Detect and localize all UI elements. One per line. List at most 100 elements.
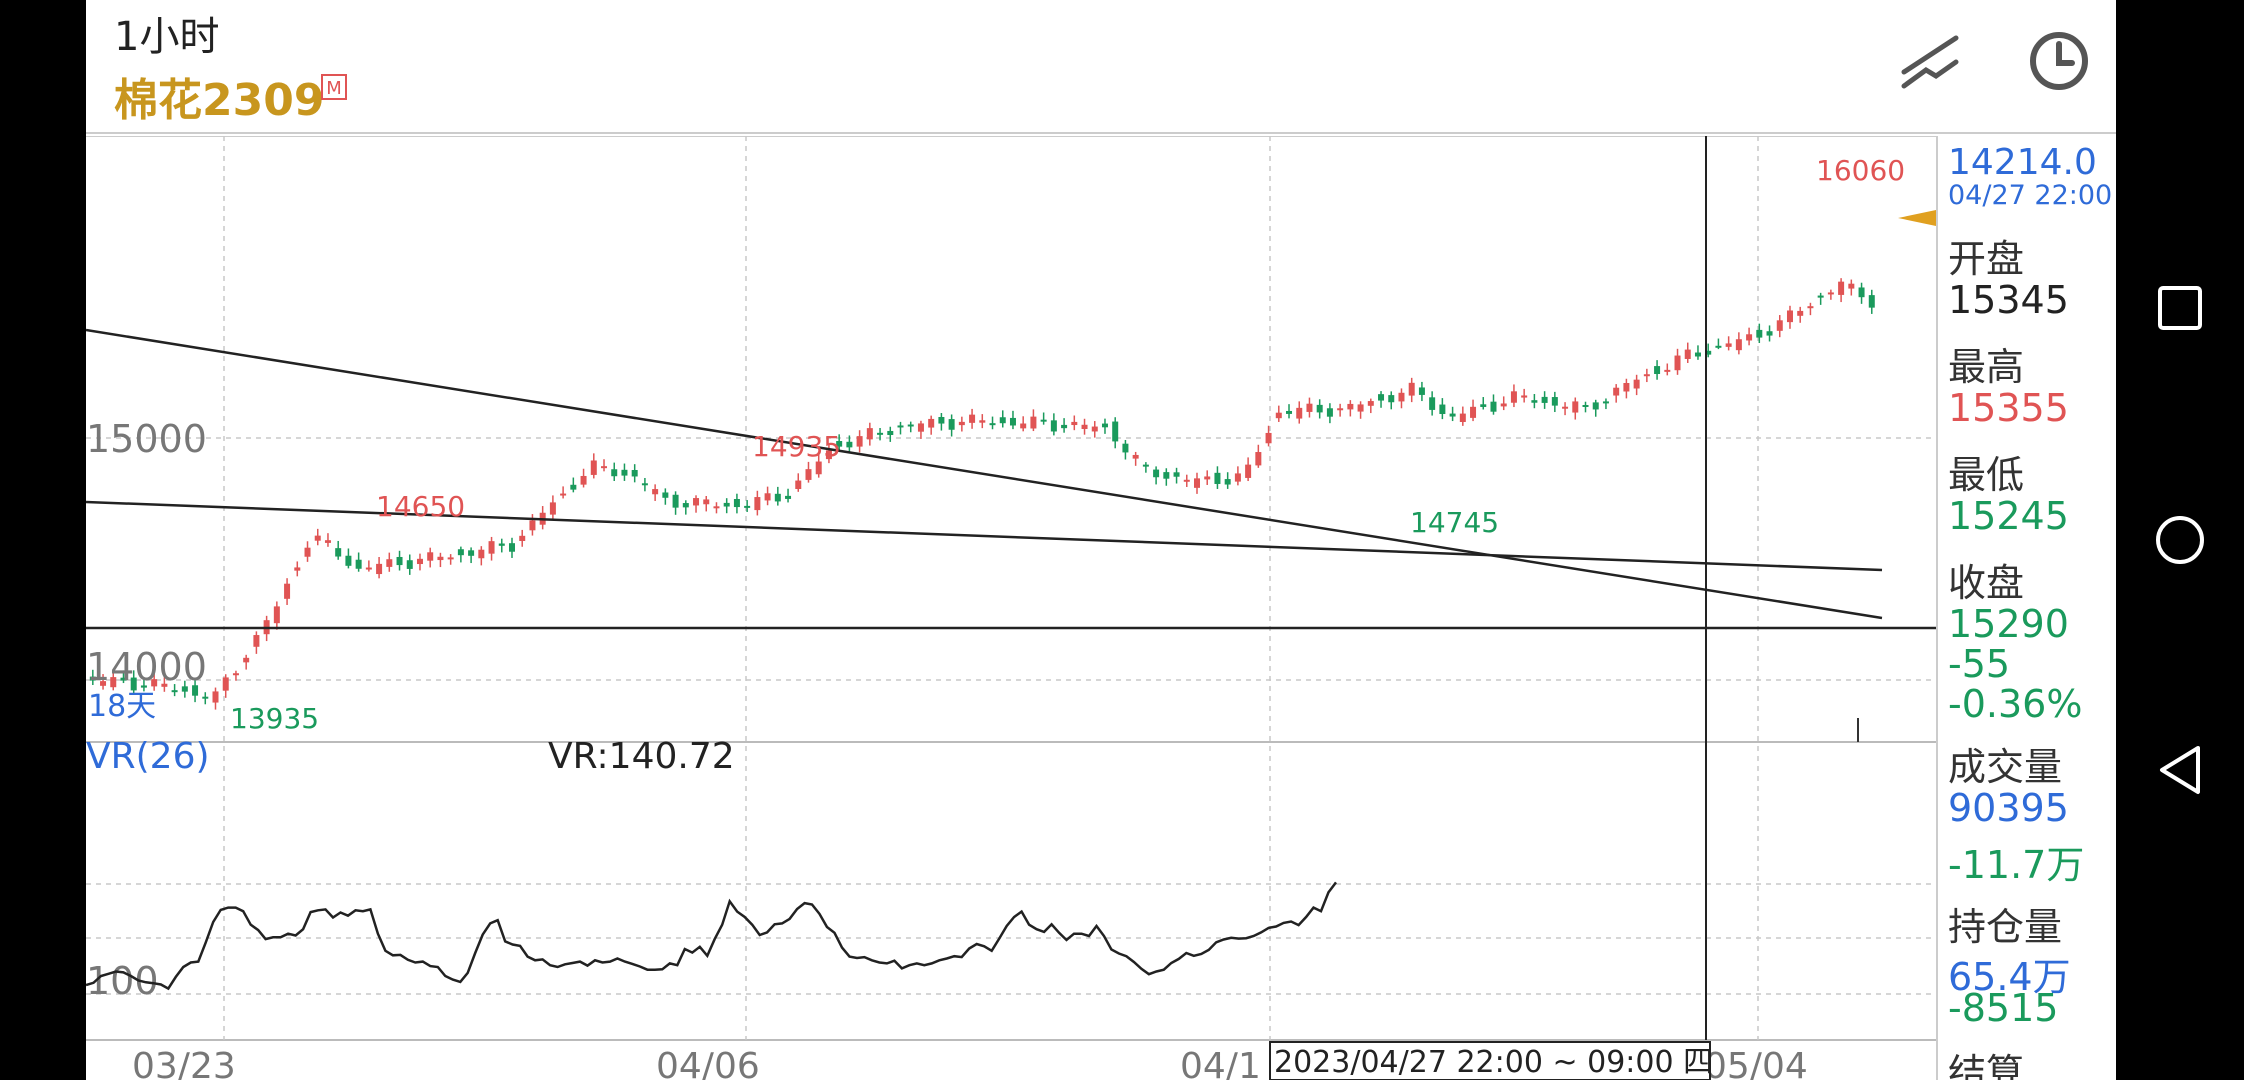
candle-body — [856, 436, 863, 447]
candle-body — [1725, 343, 1732, 347]
indicator-value: VR:140.72 — [548, 736, 735, 777]
candle-body — [611, 469, 618, 477]
candle-body — [928, 418, 935, 428]
candle-body — [580, 475, 587, 485]
candle-body — [1050, 420, 1057, 432]
candle-body — [89, 676, 96, 681]
candle-body — [243, 657, 250, 663]
candle-body — [314, 535, 321, 541]
low-value: 15245 — [1948, 494, 2069, 538]
candle-body — [1613, 387, 1620, 396]
candle-body — [335, 548, 342, 557]
indicator-name[interactable]: VR(26) — [86, 736, 210, 777]
candle-body — [386, 559, 393, 567]
candle-body — [764, 493, 771, 501]
candle-body — [1633, 379, 1640, 389]
candle-body — [1705, 350, 1712, 355]
candle-body — [529, 520, 536, 531]
candle-body — [1408, 382, 1415, 396]
candle-body — [1807, 306, 1814, 309]
y-tick-label: 100 — [86, 959, 159, 1003]
draw-line-icon[interactable] — [1896, 26, 1966, 96]
period-selector[interactable]: 1小时 — [114, 14, 220, 60]
candle-body — [1746, 334, 1753, 341]
candle-body — [202, 696, 209, 699]
candle-body — [100, 681, 107, 686]
system-navigation-bar — [2116, 0, 2244, 1080]
candle-body — [1838, 281, 1845, 295]
open-interest-change-value: -8515 — [1948, 986, 2059, 1030]
trend-line-upper[interactable] — [86, 328, 1883, 620]
circle-icon[interactable] — [2146, 506, 2214, 574]
candle-body — [979, 420, 986, 423]
candle-body — [1112, 421, 1119, 442]
candle-body — [253, 635, 260, 647]
open-interest-label: 持仓量 — [1948, 905, 2063, 949]
candle-body — [151, 679, 158, 687]
x-tick-label: 05/04 — [1704, 1046, 1808, 1080]
candle-body — [1071, 421, 1078, 426]
high-label: 最高 — [1948, 345, 2025, 389]
candle-body — [1643, 374, 1650, 377]
low-label: 14745 — [1410, 506, 1499, 539]
candle-body — [1388, 395, 1395, 403]
candlestick-series — [89, 278, 1875, 710]
candle-body — [1163, 472, 1170, 479]
candle-body — [1735, 339, 1742, 351]
candle-body — [1183, 479, 1190, 482]
candle-body — [130, 677, 137, 691]
open-value: 15345 — [1948, 278, 2069, 322]
crosshair-price: 14214.0 — [1948, 142, 2097, 183]
y-tick-label: 15000 — [86, 417, 207, 461]
candle-body — [887, 430, 894, 436]
candle-body — [1858, 287, 1865, 298]
triangle-icon[interactable] — [2146, 736, 2214, 804]
candle-body — [1153, 469, 1160, 478]
app-window: 1小时 棉花2309 M — [86, 0, 2116, 1080]
candle-body — [652, 489, 659, 495]
candle-body — [355, 559, 362, 569]
candle-body — [682, 503, 689, 508]
candle-body — [805, 469, 812, 480]
candle-body — [1101, 423, 1108, 428]
candle-body — [1521, 395, 1528, 398]
candle-body — [1337, 408, 1344, 411]
instrument-name[interactable]: 棉花2309 — [114, 75, 325, 126]
candle-body — [140, 685, 147, 688]
clock-icon[interactable] — [2024, 26, 2094, 96]
high-label: 16060 — [1816, 154, 1905, 187]
open-label: 开盘 — [1948, 237, 2025, 281]
candle-body — [1296, 407, 1303, 419]
candle-body — [1020, 423, 1027, 429]
candle-body — [917, 423, 924, 432]
candle-body — [181, 686, 188, 692]
candle-body — [570, 484, 577, 490]
candle-body — [1684, 349, 1691, 359]
candle-body — [1715, 345, 1722, 348]
candle-body — [1510, 391, 1517, 403]
open-interest-value: 65.4万 — [1948, 955, 2071, 999]
candle-body — [723, 502, 730, 507]
volume-change-value: -11.7万 — [1948, 843, 2085, 887]
candle-body — [1398, 392, 1405, 402]
crosshair-time: 04/27 22:00 — [1948, 180, 2113, 211]
trend-line-middle[interactable] — [86, 500, 1883, 572]
candle-body — [1868, 295, 1875, 308]
candle-body — [703, 499, 710, 505]
candle-body — [672, 494, 679, 508]
low-label: 最低 — [1948, 453, 2025, 497]
candle-body — [1418, 387, 1425, 395]
square-icon[interactable] — [2146, 274, 2214, 342]
candle-body — [171, 690, 178, 693]
candle-body — [744, 505, 751, 508]
candle-body — [345, 555, 352, 566]
candle-body — [877, 432, 884, 435]
header: 1小时 棉花2309 M — [86, 0, 2116, 134]
candle-body — [1132, 454, 1139, 459]
high-label: 14935 — [752, 430, 841, 463]
candle-body — [1459, 413, 1466, 422]
candle-body — [1602, 401, 1609, 404]
kline-chart[interactable]: 15000 14000 100 14650 14935 13935 14745 … — [86, 136, 1936, 1080]
candle-body — [1470, 406, 1477, 418]
candle-body — [1531, 400, 1538, 403]
